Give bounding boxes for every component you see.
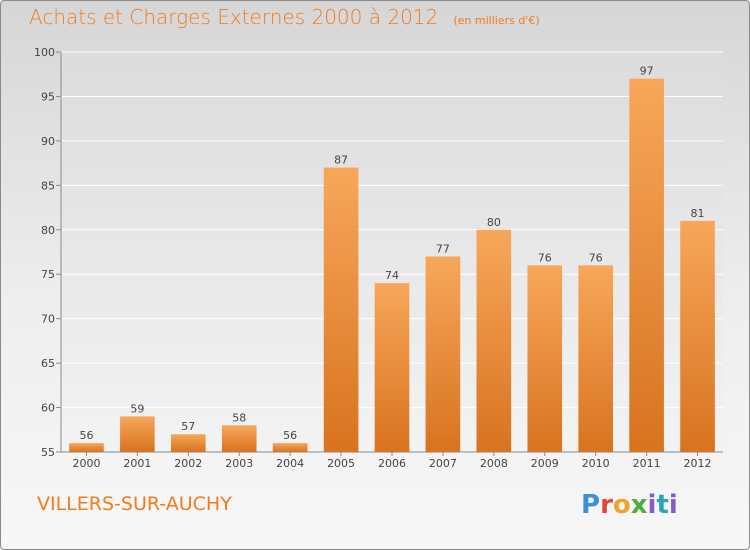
bar-value-label: 56 xyxy=(283,429,297,442)
logo-letter: x xyxy=(630,490,648,520)
commune-name: VILLERS-SUR-AUCHY xyxy=(37,493,232,515)
y-tick-label: 75 xyxy=(41,268,55,281)
x-tick-label: 2011 xyxy=(633,457,661,470)
y-tick-label: 95 xyxy=(41,90,55,103)
y-tick-label: 80 xyxy=(41,224,55,237)
bar xyxy=(527,265,563,452)
logo-letter: i xyxy=(647,490,657,520)
bar xyxy=(272,443,308,452)
bar-value-label: 76 xyxy=(589,251,603,264)
y-tick-label: 65 xyxy=(41,357,55,370)
chart-title: Achats et Charges Externes 2000 à 2012 xyxy=(29,5,439,29)
proxiti-logo: Proxiti xyxy=(581,490,678,520)
x-tick-label: 2006 xyxy=(378,457,406,470)
logo-letter: o xyxy=(612,490,631,520)
x-tick-label: 2008 xyxy=(480,457,508,470)
bar-value-label: 76 xyxy=(538,251,552,264)
x-tick-label: 2009 xyxy=(531,457,559,470)
chart-unit: (en milliers d'€) xyxy=(453,14,540,27)
bar xyxy=(170,434,206,452)
y-tick-label: 70 xyxy=(41,313,55,326)
title-row: Achats et Charges Externes 2000 à 2012 (… xyxy=(29,5,540,29)
x-tick-label: 2001 xyxy=(123,457,151,470)
bar-value-label: 57 xyxy=(181,420,195,433)
bar-value-label: 80 xyxy=(487,216,501,229)
y-tick-label: 85 xyxy=(41,179,55,192)
x-tick-label: 2004 xyxy=(276,457,304,470)
bar-value-label: 56 xyxy=(79,429,93,442)
logo-letter: P xyxy=(581,490,601,520)
bar xyxy=(680,220,715,452)
x-tick-label: 2007 xyxy=(429,457,457,470)
bar xyxy=(69,443,104,452)
x-tick-label: 2003 xyxy=(225,457,253,470)
logo-letter: i xyxy=(668,490,678,520)
bar xyxy=(578,265,614,452)
x-tick-label: 2000 xyxy=(72,457,100,470)
logo-letter: r xyxy=(600,490,613,520)
bar xyxy=(476,229,512,452)
bar-value-label: 58 xyxy=(232,411,246,424)
bar-value-label: 97 xyxy=(640,65,654,78)
bar xyxy=(323,167,359,453)
bar-value-label: 74 xyxy=(385,269,399,282)
x-tick-label: 2010 xyxy=(582,457,610,470)
y-tick-label: 90 xyxy=(41,135,55,148)
y-tick-label: 55 xyxy=(41,446,55,459)
bar-value-label: 87 xyxy=(334,154,348,167)
bar xyxy=(425,256,461,452)
bar xyxy=(374,283,410,452)
bar-value-label: 81 xyxy=(691,207,705,220)
bar xyxy=(221,425,257,452)
y-tick-label: 100 xyxy=(34,46,55,59)
x-tick-label: 2005 xyxy=(327,457,355,470)
bar xyxy=(120,416,155,452)
y-tick-label: 60 xyxy=(41,402,55,415)
x-tick-label: 2012 xyxy=(684,457,712,470)
bar-value-label: 59 xyxy=(130,402,144,415)
x-tick-label: 2002 xyxy=(174,457,202,470)
bar-value-label: 77 xyxy=(436,242,450,255)
logo-letter: t xyxy=(656,490,669,520)
bar xyxy=(629,78,664,453)
